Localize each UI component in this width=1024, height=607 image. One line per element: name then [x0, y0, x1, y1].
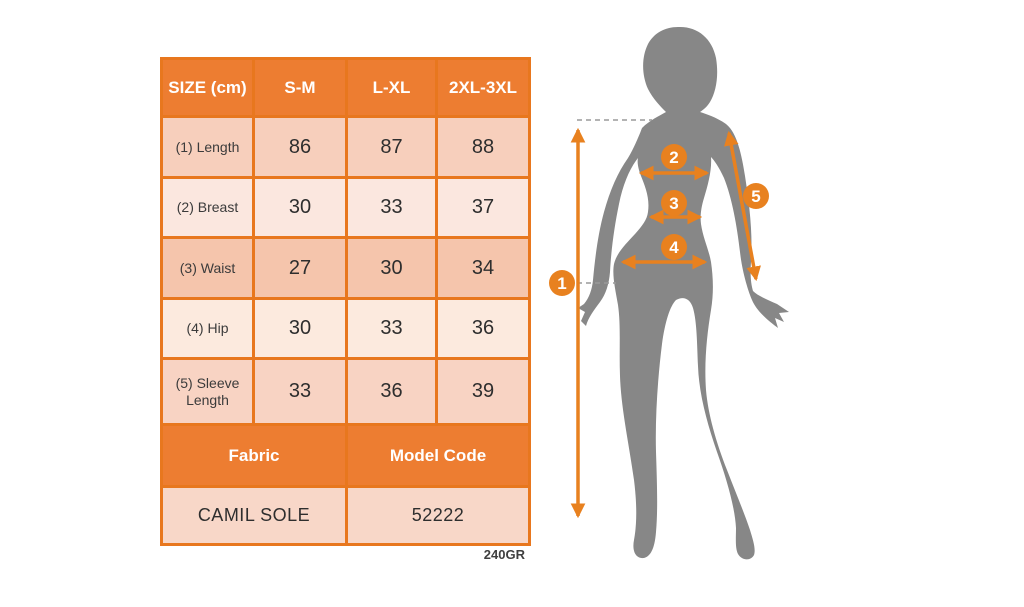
sleeve-l-xl: 36 [345, 357, 438, 426]
marker-1: 1 [549, 270, 575, 296]
fabric-value: CAMIL SOLE [160, 485, 348, 546]
body-silhouette-icon [578, 26, 789, 560]
marker-5: 5 [743, 183, 769, 209]
column-header-2xl-3xl: 2XL-3XL [435, 57, 531, 118]
table-row-sleeve-length: (5) Sleeve Length 33 36 39 [160, 357, 531, 426]
table-row-breast: (2) Breast 30 33 37 [160, 176, 531, 239]
table-row-waist: (3) Waist 27 30 34 [160, 236, 531, 300]
size-table: SIZE (cm) S-M L-XL 2XL-3XL (1) Length 86… [160, 57, 531, 546]
size-unit-header: SIZE (cm) [160, 57, 255, 118]
size-table-header-row: SIZE (cm) S-M L-XL 2XL-3XL [160, 57, 531, 118]
length-s-m: 86 [252, 115, 348, 179]
row-label-waist: (3) Waist [160, 236, 255, 300]
marker-3: 3 [661, 190, 687, 216]
table-row-length: (1) Length 86 87 88 [160, 115, 531, 179]
waist-l-xl: 30 [345, 236, 438, 300]
table-row-hip: (4) Hip 30 33 36 [160, 297, 531, 360]
weight-note: 240GR [483, 547, 525, 562]
svg-text:5: 5 [751, 187, 760, 206]
column-header-s-m: S-M [252, 57, 348, 118]
marker-4: 4 [661, 234, 687, 260]
hip-s-m: 30 [252, 297, 348, 360]
svg-text:3: 3 [669, 194, 678, 213]
hip-l-xl: 33 [345, 297, 438, 360]
row-label-sleeve-length: (5) Sleeve Length [160, 357, 255, 426]
svg-text:4: 4 [669, 238, 679, 257]
row-label-hip: (4) Hip [160, 297, 255, 360]
marker-2: 2 [661, 144, 687, 170]
sleeve-s-m: 33 [252, 357, 348, 426]
waist-s-m: 27 [252, 236, 348, 300]
breast-2xl-3xl: 37 [435, 176, 531, 239]
svg-text:1: 1 [557, 274, 566, 293]
row-label-breast: (2) Breast [160, 176, 255, 239]
fabric-header: Fabric [160, 423, 348, 488]
hip-2xl-3xl: 36 [435, 297, 531, 360]
fabric-model-value-row: CAMIL SOLE 52222 [160, 485, 531, 546]
column-header-l-xl: L-XL [345, 57, 438, 118]
length-2xl-3xl: 88 [435, 115, 531, 179]
sleeve-2xl-3xl: 39 [435, 357, 531, 426]
svg-text:2: 2 [669, 148, 678, 167]
model-code-header: Model Code [345, 423, 531, 488]
length-l-xl: 87 [345, 115, 438, 179]
sleeve-measure-arrow [724, 130, 761, 282]
breast-l-xl: 33 [345, 176, 438, 239]
breast-s-m: 30 [252, 176, 348, 239]
waist-2xl-3xl: 34 [435, 236, 531, 300]
fabric-model-header-row: Fabric Model Code [160, 423, 531, 488]
model-code-value: 52222 [345, 485, 531, 546]
row-label-length: (1) Length [160, 115, 255, 179]
